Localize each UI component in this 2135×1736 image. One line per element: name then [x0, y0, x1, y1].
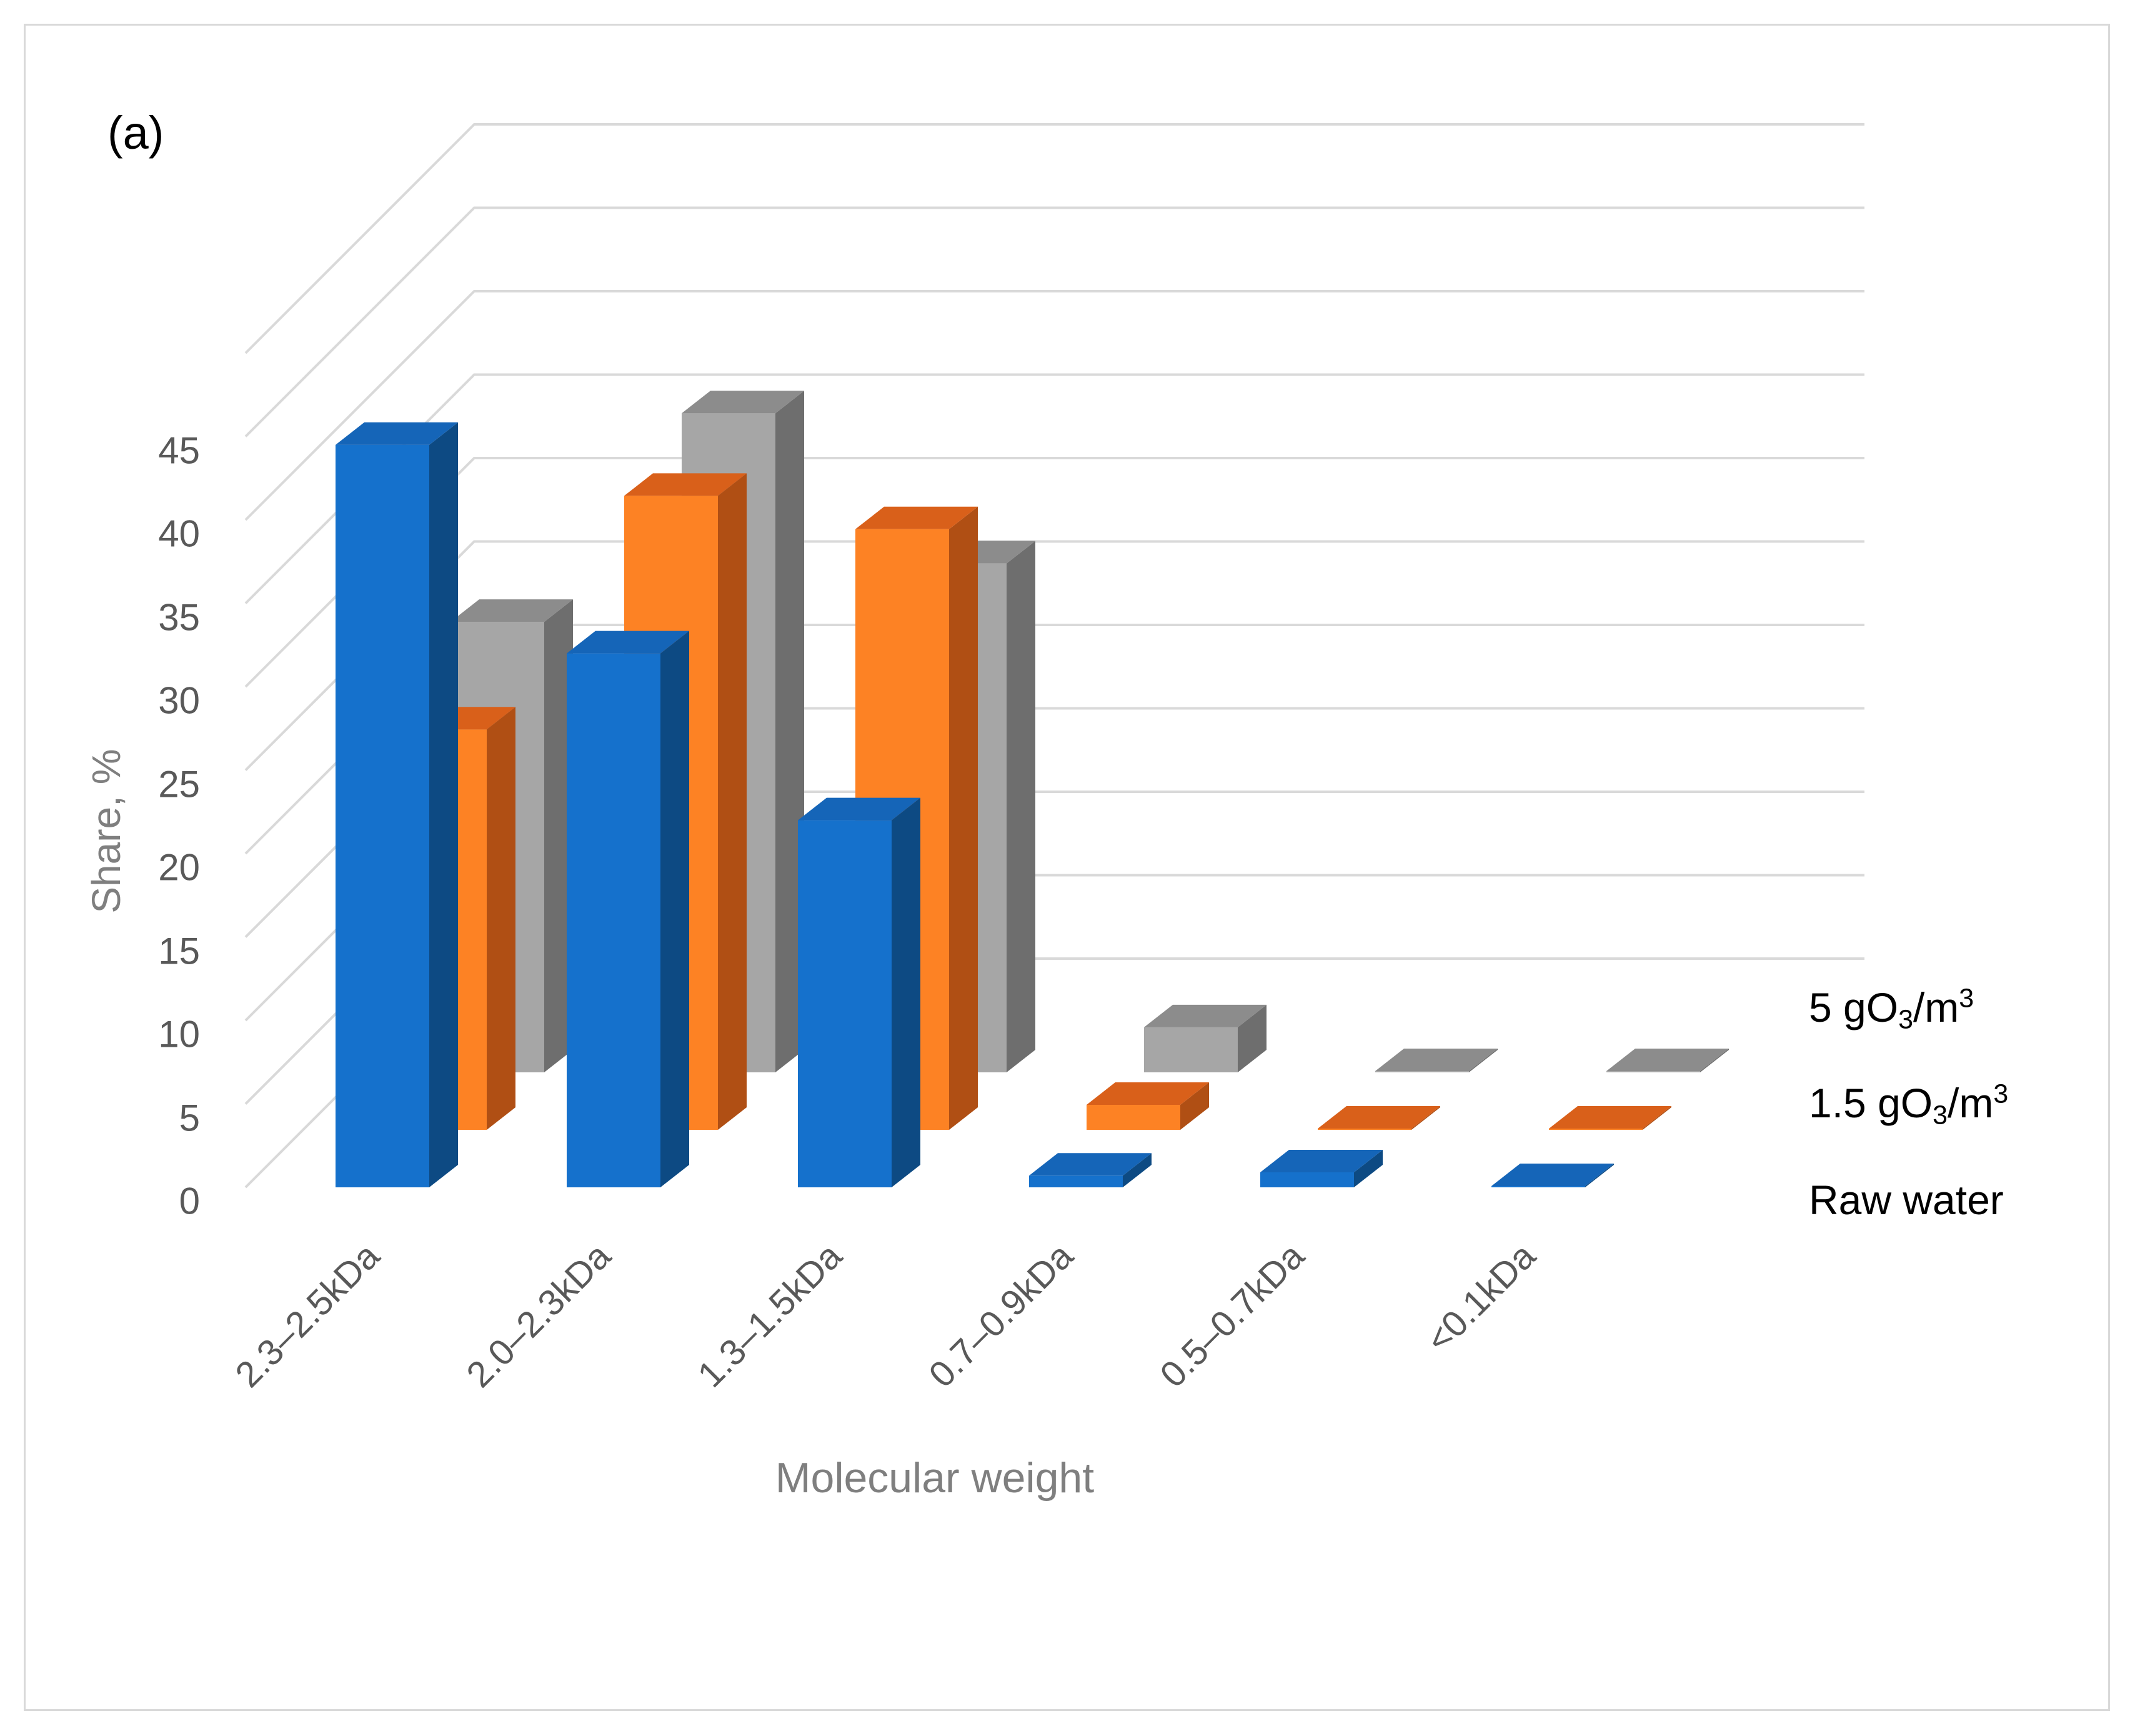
- bar-top: [798, 797, 920, 821]
- bar-top: [682, 391, 804, 414]
- bar-front: [1260, 1172, 1354, 1187]
- bar-side: [1411, 1106, 1440, 1130]
- bar: [1606, 1049, 1729, 1072]
- bar-front: [336, 444, 429, 1187]
- bar-side: [949, 506, 978, 1130]
- bar: [1491, 1164, 1614, 1187]
- bar-side: [718, 473, 747, 1130]
- gridlines: [244, 123, 1864, 1189]
- series-label: 1.5 gO3/m3: [1809, 1079, 2009, 1130]
- bar-side: [1354, 1149, 1383, 1187]
- series-label: Raw water: [1809, 1177, 2004, 1223]
- y-tick-label: 15: [158, 930, 200, 972]
- bar-front: [1375, 1071, 1469, 1072]
- bar: [1318, 1106, 1440, 1130]
- bar-front: [798, 820, 892, 1187]
- bar-top: [1318, 1106, 1440, 1129]
- gridline: [244, 123, 1864, 354]
- bar-side: [1700, 1049, 1729, 1072]
- panel-label: (a): [107, 107, 164, 159]
- bar-top: [1144, 1004, 1267, 1027]
- y-tick-label: 5: [179, 1097, 200, 1139]
- bar-side: [429, 422, 458, 1187]
- y-tick-label: 45: [158, 429, 200, 471]
- bar-side: [544, 599, 573, 1072]
- bar: [567, 631, 689, 1187]
- y-tick-label: 30: [158, 679, 200, 722]
- series-label: 5 gO3/m3: [1809, 983, 1974, 1035]
- bar-top: [624, 473, 747, 496]
- bar-side: [775, 391, 804, 1072]
- bar-top: [1087, 1082, 1209, 1105]
- gridline: [244, 457, 1864, 688]
- bar-side: [1180, 1082, 1209, 1130]
- bar-top: [1260, 1149, 1383, 1172]
- bar-front: [1087, 1104, 1180, 1130]
- bar-side: [1007, 541, 1035, 1072]
- bar: [1549, 1106, 1671, 1130]
- bar-side: [1585, 1164, 1614, 1187]
- bar-top: [336, 422, 458, 445]
- y-tick-label: 35: [158, 596, 200, 638]
- bar-top: [855, 506, 978, 529]
- y-axis-label: Share, %: [84, 749, 129, 914]
- bar-top: [1606, 1049, 1729, 1071]
- gridline: [244, 540, 1864, 771]
- bar-side: [892, 797, 920, 1187]
- bar-side: [660, 631, 689, 1187]
- bar-front: [1029, 1175, 1123, 1187]
- x-axis-label: Molecular weight: [775, 1454, 1095, 1502]
- bar: [1087, 1082, 1209, 1130]
- bar-side: [1123, 1153, 1152, 1187]
- bar: [1260, 1149, 1383, 1187]
- bar-top: [1491, 1164, 1614, 1186]
- bar-top: [1549, 1106, 1671, 1129]
- bar: [1375, 1049, 1498, 1072]
- gridline: [244, 373, 1864, 604]
- bar-side: [487, 707, 515, 1130]
- bar-side: [1469, 1049, 1498, 1072]
- bar-side: [1643, 1106, 1671, 1130]
- bar-side: [1238, 1004, 1267, 1072]
- bar-front: [1318, 1129, 1411, 1130]
- y-tick-label: 25: [158, 763, 200, 805]
- gridline: [244, 290, 1864, 521]
- bar: [798, 797, 920, 1187]
- bars: [336, 391, 1729, 1187]
- bar-front: [1491, 1186, 1585, 1187]
- bar-top: [450, 599, 573, 622]
- y-tick-label: 10: [158, 1013, 200, 1055]
- bar-front: [1606, 1071, 1700, 1072]
- bar-front: [1549, 1129, 1643, 1130]
- bar-top: [1029, 1153, 1152, 1176]
- gridline: [244, 206, 1864, 437]
- bar: [1144, 1004, 1267, 1072]
- bar-top: [567, 631, 689, 654]
- bar-front: [567, 653, 660, 1187]
- bar: [1029, 1153, 1152, 1187]
- bar-front: [1144, 1027, 1238, 1072]
- y-tick-label: 20: [158, 846, 200, 889]
- y-tick-label: 40: [158, 512, 200, 555]
- bar-top: [1375, 1049, 1498, 1071]
- y-tick-label: 0: [179, 1180, 200, 1222]
- bar: [336, 422, 458, 1187]
- figure-frame: [24, 24, 2110, 1711]
